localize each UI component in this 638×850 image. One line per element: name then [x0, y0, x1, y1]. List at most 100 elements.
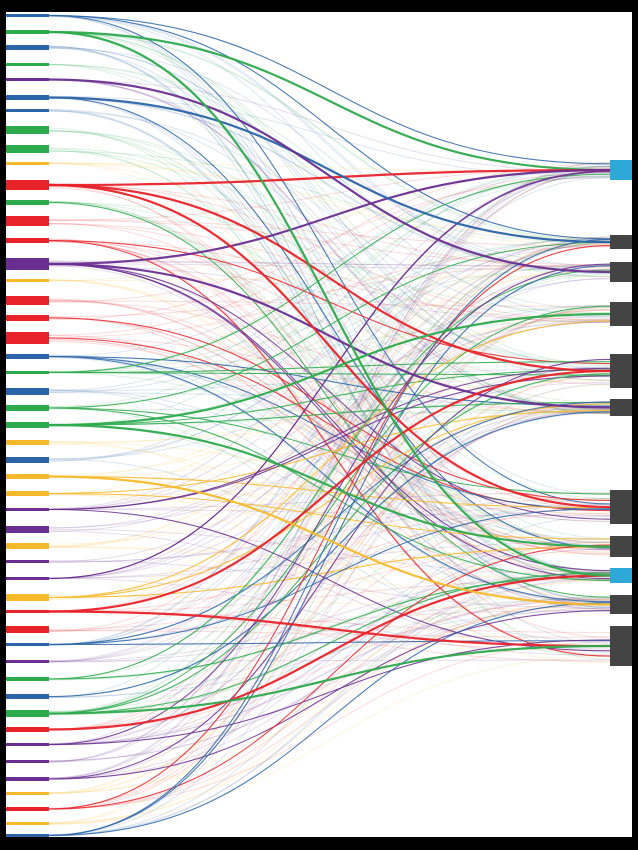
flow-link-faint	[48, 403, 611, 781]
flow-link-faint	[48, 319, 611, 532]
flow-link	[48, 355, 611, 511]
flow-link	[48, 238, 611, 837]
flow-link-faint	[48, 183, 611, 321]
flow-link	[48, 263, 611, 520]
sankey-diagram	[6, 14, 632, 837]
flow-link-faint	[48, 515, 611, 837]
flow-link	[48, 305, 611, 715]
left-node	[6, 14, 49, 17]
left-node	[6, 63, 49, 66]
flow-link-faint	[48, 240, 611, 715]
flow-link-faint	[48, 170, 611, 763]
flow-link-faint	[48, 241, 611, 714]
left-node	[6, 626, 49, 633]
flow-link-faint	[48, 46, 611, 378]
flow-link-faint	[48, 265, 611, 373]
flow-link	[48, 320, 611, 599]
left-node	[6, 822, 49, 825]
left-node	[6, 677, 49, 681]
flow-link-faint	[48, 15, 611, 609]
flow-link-faint	[48, 503, 611, 563]
flow-link-faint	[48, 31, 611, 415]
left-node	[6, 315, 49, 321]
flow-link-strong	[48, 183, 611, 509]
right-node	[610, 626, 632, 666]
flow-link-faint	[48, 97, 611, 274]
diagram-frame	[6, 12, 632, 837]
left-node	[6, 388, 49, 395]
flow-link-faint	[48, 604, 611, 762]
left-node	[6, 200, 49, 205]
flow-link-faint	[48, 266, 611, 547]
left-node	[6, 643, 49, 646]
flow-link-faint	[48, 14, 611, 274]
flow-link-faint	[48, 78, 611, 411]
flow-link	[48, 610, 611, 780]
flow-link-faint	[48, 130, 611, 367]
left-node	[6, 610, 49, 613]
flow-link-faint	[48, 31, 611, 365]
flow-link-faint	[48, 109, 611, 370]
flow-link	[48, 492, 611, 540]
flow-link-faint	[48, 541, 611, 825]
flow-link-faint	[48, 64, 611, 413]
flow-link-faint	[48, 595, 611, 610]
flow-link-strong	[48, 574, 611, 731]
flow-link-faint	[48, 47, 611, 496]
flow-link-faint	[48, 168, 611, 824]
flow-link-faint	[48, 383, 611, 836]
faint-links-layer	[48, 14, 611, 837]
flow-link-faint	[48, 238, 611, 656]
flow-link-faint	[48, 560, 611, 609]
flow-link	[48, 241, 611, 409]
flow-link-faint	[48, 260, 611, 267]
flow-link-faint	[48, 375, 611, 809]
flow-link-faint	[48, 596, 611, 745]
right-node	[610, 160, 632, 180]
flow-link-faint	[48, 313, 611, 601]
left-node	[6, 457, 49, 463]
flow-link-faint	[48, 127, 611, 654]
flow-link	[48, 263, 611, 572]
flow-link-faint	[48, 32, 611, 243]
flow-link-faint	[48, 580, 611, 825]
flow-link-faint	[48, 641, 611, 809]
flow-link-faint	[48, 172, 611, 336]
flow-link-faint	[48, 304, 611, 510]
flow-link-faint	[48, 655, 611, 825]
flow-link-faint	[48, 579, 611, 794]
right-node	[610, 595, 632, 614]
flow-link-faint	[48, 545, 611, 580]
flow-link-faint	[48, 498, 611, 713]
flow-link-faint	[48, 166, 611, 282]
flow-link	[48, 14, 611, 240]
flow-link	[48, 269, 611, 680]
left-node	[6, 743, 49, 746]
flow-link	[48, 358, 611, 780]
flow-link-faint	[48, 184, 611, 269]
flow-link	[48, 96, 611, 549]
right-node	[610, 568, 632, 583]
flow-link-faint	[48, 400, 611, 746]
flow-link-faint	[48, 598, 611, 731]
flow-link-faint	[48, 14, 611, 550]
flow-link-faint	[48, 545, 611, 630]
left-node	[6, 405, 49, 411]
flow-link-faint	[48, 47, 611, 267]
flow-link-faint	[48, 110, 611, 602]
right-node	[610, 302, 632, 326]
left-node	[6, 474, 49, 479]
flow-link-faint	[48, 596, 611, 712]
flow-link	[48, 173, 611, 374]
flow-link-faint	[48, 298, 611, 574]
flow-link-faint	[48, 441, 611, 514]
flow-link-faint	[48, 200, 611, 571]
flow-link-faint	[48, 603, 611, 794]
strong-links-layer	[48, 30, 611, 731]
flow-link-faint	[48, 236, 611, 462]
flow-link-strong	[48, 369, 611, 613]
flow-link	[48, 170, 611, 580]
flow-link-faint	[48, 546, 611, 600]
left-node	[6, 238, 49, 243]
left-nodes-column	[6, 14, 49, 837]
